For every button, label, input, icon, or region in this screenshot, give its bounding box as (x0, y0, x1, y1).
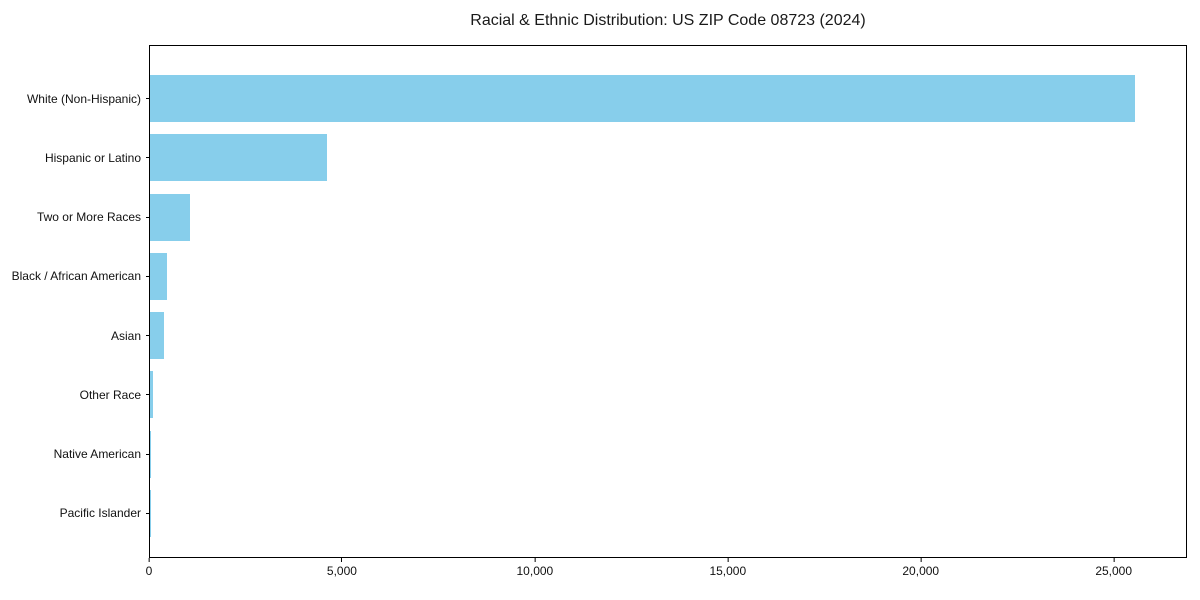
x-tick: 15,000 (709, 558, 746, 578)
y-tick-label: White (Non-Hispanic) (26, 91, 141, 106)
y-tick-label: Two or More Races (36, 210, 141, 225)
bars: White (Non-Hispanic) Hispanic or Latino Tw… (12, 46, 1186, 557)
bar-row: Pacific Islander (60, 484, 1186, 543)
y-tick (146, 98, 150, 100)
x-tick-mark (920, 558, 922, 562)
bar-row: Hispanic or Latino (45, 128, 1186, 187)
bar (150, 312, 164, 360)
x-tick: 5,000 (327, 558, 357, 578)
y-tick-label: Black / African American (11, 269, 141, 284)
x-tick-label: 0 (145, 564, 153, 578)
y-tick (146, 216, 150, 218)
bar-row: Black / African American (12, 247, 1186, 306)
plot-area: White (Non-Hispanic) Hispanic or Latino Tw… (12, 45, 1187, 558)
y-tick (146, 335, 150, 337)
y-tick-label: Native American (53, 447, 141, 462)
y-tick-label: Other Race (79, 387, 141, 402)
x-tick: 10,000 (516, 558, 554, 578)
bar-row: White (Non-Hispanic) (27, 69, 1186, 128)
bar (150, 371, 153, 419)
y-tick-label: Hispanic or Latino (44, 150, 141, 165)
x-tick: 20,000 (902, 558, 939, 578)
bar (150, 252, 167, 300)
x-tick-mark (148, 558, 150, 562)
x-tick-label: 20,000 (902, 564, 940, 578)
y-tick (146, 512, 150, 514)
bar (150, 430, 151, 478)
y-tick (146, 453, 150, 455)
y-tick-label: Pacific Islander (59, 506, 141, 521)
bar-row: Other Race (80, 365, 1186, 424)
bar (150, 134, 327, 182)
x-tick-mark (1113, 558, 1115, 562)
chart-title: Racial & Ethnic Distribution: US ZIP Cod… (470, 12, 866, 29)
bar (150, 75, 1135, 123)
x-tick-mark (534, 558, 536, 562)
bar-row: Asian (111, 306, 1186, 365)
bar (150, 193, 191, 241)
y-tick (146, 157, 150, 159)
x-tick-label: 15,000 (709, 564, 747, 578)
x-tick-mark (341, 558, 343, 562)
y-tick (146, 275, 150, 277)
x-tick-mark (727, 558, 729, 562)
x-tick-label: 10,000 (516, 564, 554, 578)
x-tick-label: 5,000 (326, 564, 357, 578)
bar-row: Native American (54, 425, 1186, 484)
bar-row: Two or More Races (37, 188, 1186, 247)
y-tick (146, 394, 150, 396)
x-tick-label: 25,000 (1095, 564, 1133, 578)
x-tick: 0 (145, 558, 153, 578)
y-tick-label: Asian (110, 328, 141, 343)
x-tick: 25,000 (1095, 558, 1132, 578)
x-axis-ticks: 0 5,000 10,000 15,000 20,000 25,000 (145, 558, 1187, 582)
